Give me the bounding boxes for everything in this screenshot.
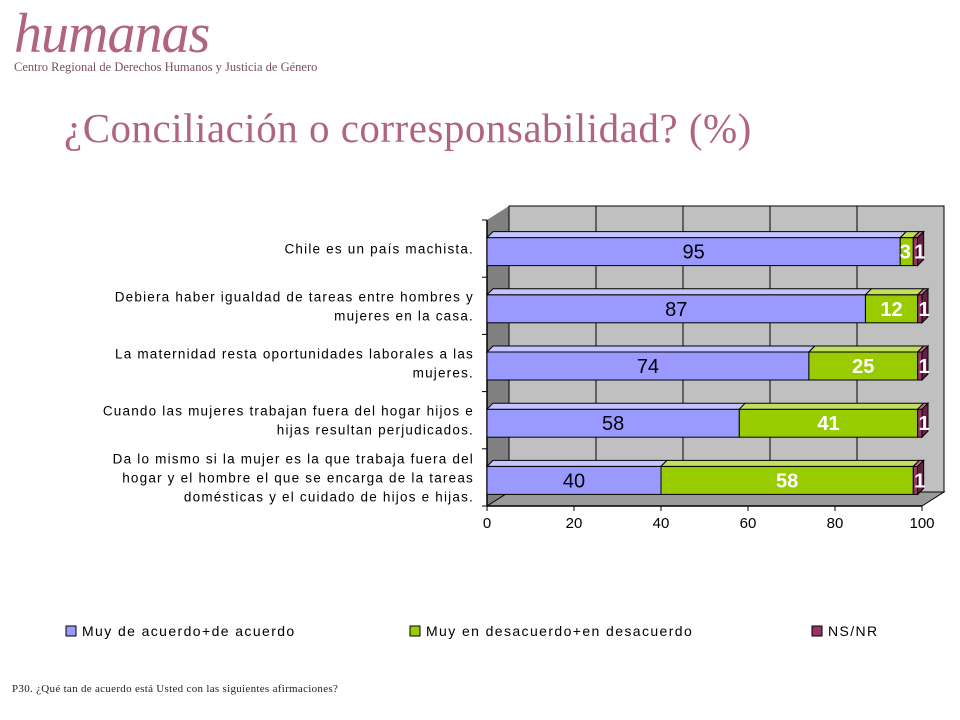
- bar-segment-side: [921, 287, 929, 325]
- x-tick-label: 80: [827, 515, 844, 532]
- bar-segment-top: [485, 231, 908, 239]
- category-label: Da lo mismo si la mujer es la que trabaj…: [113, 451, 474, 466]
- bar-segment: [660, 465, 914, 495]
- logo-subtitle: Centro Regional de Derechos Humanos y Ju…: [14, 60, 318, 74]
- data-label: 1: [914, 470, 925, 492]
- bar-segment-side: [917, 230, 925, 267]
- legend-swatch: [65, 625, 77, 637]
- bar-segment-top: [485, 459, 669, 467]
- bar-segment-side: [921, 401, 929, 439]
- x-tick-label: 20: [566, 515, 583, 532]
- legend-swatch: [811, 625, 823, 637]
- data-label: 41: [817, 413, 839, 435]
- data-label: 1: [918, 413, 929, 435]
- data-label: 1: [914, 242, 925, 264]
- footnote: P30. ¿Qué tan de acuerdo está Usted con …: [12, 683, 339, 695]
- bar-segment-top: [659, 459, 921, 467]
- category-label: Debiera haber igualdad de tareas entre h…: [115, 289, 474, 304]
- category-label: mujeres.: [413, 366, 474, 381]
- data-label: 87: [665, 299, 687, 321]
- category-label: hogar y el hombre el que se encarga de l…: [122, 470, 474, 485]
- category-label: La maternidad resta oportunidades labora…: [115, 347, 474, 362]
- x-tick-label: 0: [483, 515, 491, 532]
- category-label: Cuando las mujeres trabajan fuera del ho…: [103, 404, 474, 419]
- data-label: 25: [852, 356, 874, 378]
- category-label: hijas resultan perjudicados.: [277, 423, 474, 438]
- data-label: 1: [918, 356, 929, 378]
- page-title: ¿Conciliación o corresponsabilidad? (%): [64, 105, 752, 151]
- bar-segment-top: [738, 402, 925, 410]
- legend-label: NS/NR: [828, 623, 879, 639]
- data-label: 74: [637, 356, 659, 378]
- x-tick-label: 60: [740, 515, 757, 532]
- data-label: 12: [880, 299, 902, 321]
- bar-segment-top: [485, 288, 873, 296]
- data-label: 3: [900, 242, 911, 264]
- logo: humanas Centro Regional de Derechos Huma…: [14, 4, 317, 75]
- data-label: 40: [563, 470, 585, 492]
- data-label: 58: [602, 413, 624, 435]
- bar-segment-side: [921, 344, 929, 382]
- data-label: 1: [918, 299, 929, 321]
- bar-segment: [738, 408, 919, 438]
- legend-swatch: [409, 625, 421, 637]
- legend-label: Muy en desacuerdo+en desacuerdo: [426, 623, 693, 639]
- category-label: Chile es un país machista.: [284, 242, 474, 257]
- bar-segment-top: [485, 345, 817, 353]
- logo-word: humanas: [14, 3, 210, 65]
- bar-segment-side: [917, 459, 925, 496]
- bar-segment-top: [485, 402, 747, 410]
- bar-segment: [486, 408, 740, 438]
- legend-box: [64, 615, 907, 649]
- x-tick-label: 40: [653, 515, 670, 532]
- data-label: 58: [776, 470, 798, 492]
- bar-segment-top: [864, 288, 925, 296]
- x-tick-label: 100: [909, 515, 934, 532]
- bar-segment-top: [807, 345, 925, 353]
- bar-segment: [486, 465, 662, 495]
- data-label: 95: [683, 242, 705, 264]
- category-label: mujeres en la casa.: [334, 308, 474, 323]
- legend-label: Muy de acuerdo+de acuerdo: [82, 623, 296, 639]
- category-label: domésticas y el cuidado de hijos e hijas…: [184, 489, 474, 504]
